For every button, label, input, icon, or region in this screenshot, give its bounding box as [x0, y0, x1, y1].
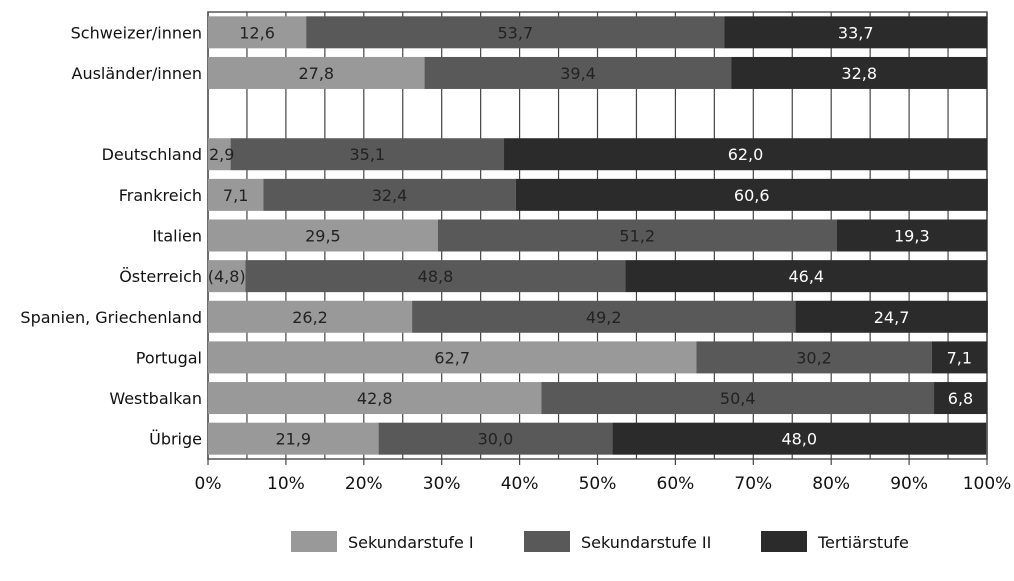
data-label: 49,2: [586, 308, 622, 327]
data-label: 35,1: [349, 145, 385, 164]
category-label: Übrige: [149, 430, 202, 449]
category-label: Schweizer/innen: [71, 23, 202, 42]
bar-segment: [208, 382, 542, 415]
bar-segment: [378, 422, 613, 455]
category-label: Frankreich: [119, 186, 202, 205]
data-label: 7,1: [223, 186, 248, 205]
data-label: 48,0: [781, 430, 817, 449]
bar-segment: [612, 422, 987, 455]
x-tick-label: 20%: [345, 474, 383, 494]
value-labels-layer: 12,6 53,7 33,7 27,8 39,4 32,8 2,9 35,1 62,0 7,1 32…: [208, 23, 974, 448]
bar-segment: [208, 260, 246, 293]
bar-segment: [931, 341, 987, 374]
bar-segment: [306, 16, 725, 49]
bar-segment: [934, 382, 987, 415]
x-tick-label: 30%: [423, 474, 461, 494]
x-tick-label: 100%: [963, 474, 1012, 494]
data-label: 42,8: [357, 389, 393, 408]
category-label: Spanien, Griechenland: [20, 308, 202, 327]
data-label: 6,8: [948, 389, 973, 408]
data-label: 27,8: [298, 64, 334, 83]
data-label: 60,6: [734, 186, 770, 205]
bar-segment: [208, 341, 697, 374]
bar-segment: [504, 138, 987, 171]
data-label: 7,1: [947, 348, 972, 367]
data-label: 21,9: [275, 430, 311, 449]
axis-layer: Schweizer/innen Ausländer/innen Deutschlan…: [20, 23, 1011, 494]
data-label: 32,4: [372, 186, 408, 205]
data-label: 62,7: [434, 348, 470, 367]
data-label: 39,4: [560, 64, 596, 83]
x-tick-label: 50%: [579, 474, 617, 494]
bar-segment: [731, 56, 987, 89]
legend-swatch: [291, 531, 337, 552]
bar-segment: [263, 178, 516, 211]
x-tick-label: 0%: [195, 474, 222, 494]
bar-segment: [208, 138, 231, 171]
bar-segment: [795, 300, 988, 333]
data-label: 48,8: [418, 267, 454, 286]
data-label: 19,3: [894, 227, 930, 246]
data-label: 32,8: [841, 64, 877, 83]
category-label: Portugal: [136, 348, 202, 367]
bar-segment: [836, 219, 987, 252]
bar-segment: [208, 219, 438, 252]
legend-label: Sekundarstufe II: [581, 533, 711, 552]
legend: Sekundarstufe I Sekundarstufe II Tertiärst…: [291, 531, 909, 552]
data-label: 26,2: [292, 308, 328, 327]
bar-segment: [424, 56, 732, 89]
bar-segment: [208, 178, 264, 211]
x-tick-label: 70%: [734, 474, 772, 494]
legend-label: Sekundarstufe I: [348, 533, 474, 552]
data-label: 2,9: [209, 145, 234, 164]
x-tick-label: 90%: [890, 474, 928, 494]
data-label: 46,4: [788, 267, 824, 286]
category-label: Ausländer/innen: [72, 64, 203, 83]
x-tick-label: 40%: [501, 474, 539, 494]
x-tick-label: 80%: [812, 474, 850, 494]
data-label: 50,4: [720, 389, 756, 408]
data-label: 30,2: [796, 348, 832, 367]
data-label: (4,8): [208, 267, 246, 286]
bar-segment: [696, 341, 932, 374]
bar-segment: [208, 422, 379, 455]
data-label: 53,7: [498, 23, 534, 42]
data-label: 12,6: [239, 23, 275, 42]
bar-segment: [515, 178, 988, 211]
data-label: 62,0: [728, 145, 764, 164]
bars-layer: [208, 16, 988, 455]
bar-segment: [208, 300, 413, 333]
category-label: Deutschland: [102, 145, 202, 164]
legend-swatch: [524, 531, 570, 552]
data-label: 29,5: [305, 227, 341, 246]
legend-label: Tertiärstufe: [817, 533, 909, 552]
bar-segment: [208, 56, 425, 89]
category-label: Italien: [152, 227, 202, 246]
legend-swatch: [761, 531, 807, 552]
data-label: 51,2: [619, 227, 655, 246]
bar-segment: [412, 300, 796, 333]
data-label: 33,7: [838, 23, 874, 42]
bar-segment: [230, 138, 505, 171]
x-tick-label: 60%: [657, 474, 695, 494]
x-tick-label: 10%: [267, 474, 305, 494]
data-label: 30,0: [478, 430, 514, 449]
category-label: Westbalkan: [109, 389, 202, 408]
category-label: Österreich: [119, 267, 202, 286]
bar-segment: [625, 260, 987, 293]
data-label: 24,7: [874, 308, 910, 327]
bar-segment: [245, 260, 626, 293]
bar-segment: [437, 219, 837, 252]
bar-segment: [724, 16, 987, 49]
bar-segment: [208, 16, 307, 49]
bar-segment: [541, 382, 935, 415]
